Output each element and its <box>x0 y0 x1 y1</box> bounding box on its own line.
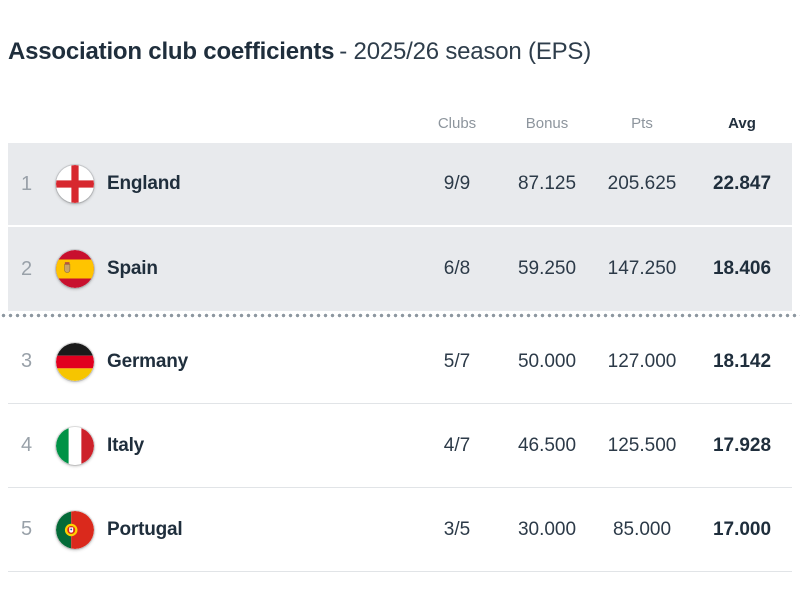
flag-germany-icon <box>56 342 94 381</box>
rank-cell: 3 <box>21 350 33 372</box>
pts-cell: 147.250 <box>607 258 677 279</box>
country-name: England <box>107 173 181 194</box>
avg-cell: 17.000 <box>712 518 772 540</box>
bonus-cell: 59.250 <box>517 258 577 279</box>
rank-cell: 2 <box>21 257 33 280</box>
clubs-cell: 3/5 <box>443 518 471 540</box>
column-header-clubs: Clubs <box>437 115 477 132</box>
pts-cell: 205.625 <box>607 173 677 194</box>
avg-cell: 22.847 <box>712 173 772 194</box>
page-title: Association club coefficients - 2025/26 s… <box>8 38 792 66</box>
column-header-pts: Pts <box>631 115 653 132</box>
country-name: Spain <box>107 258 158 279</box>
table-row: 1 England 9/9 87.125 205.625 22.847 <box>8 143 792 227</box>
flag-england-icon <box>56 165 94 203</box>
pts-cell: 127.000 <box>607 350 677 372</box>
qualification-divider <box>0 311 800 320</box>
pts-cell: 85.000 <box>612 518 672 540</box>
avg-cell: 18.406 <box>712 258 772 279</box>
column-header-bonus: Bonus <box>525 115 569 132</box>
flag-portugal-icon <box>56 510 94 549</box>
table-body: 1 England 9/9 87.125 205.625 22.847 2 Sp… <box>0 143 800 572</box>
country-name: Germany <box>107 350 188 372</box>
clubs-cell: 5/7 <box>443 350 471 372</box>
avg-cell: 18.142 <box>712 350 772 372</box>
country-name: Italy <box>107 434 145 456</box>
bonus-cell: 46.500 <box>517 434 577 456</box>
pts-cell: 125.500 <box>607 434 677 456</box>
bonus-cell: 87.125 <box>517 173 577 194</box>
bonus-cell: 30.000 <box>517 518 577 540</box>
avg-cell: 17.928 <box>712 434 772 456</box>
bonus-cell: 50.000 <box>517 350 577 372</box>
clubs-cell: 6/8 <box>443 258 471 279</box>
page-title-suffix: - 2025/26 season (EPS) <box>339 38 592 65</box>
table-header-row: Clubs Bonus Pts Avg <box>8 66 792 143</box>
table-row: 3 Germany 5/7 50.000 127.000 18.142 <box>8 320 792 404</box>
flag-spain-icon <box>56 250 94 288</box>
clubs-cell: 4/7 <box>443 434 471 456</box>
rank-cell: 5 <box>21 518 33 540</box>
clubs-cell: 9/9 <box>443 173 471 194</box>
page-title-main: Association club coefficients <box>8 38 335 65</box>
table-row: 4 Italy 4/7 46.500 125.500 17.928 <box>8 404 792 488</box>
table-row: 2 Spain 6/8 59.250 147.250 18.406 <box>8 227 792 311</box>
country-name: Portugal <box>107 518 183 540</box>
rank-cell: 1 <box>21 172 33 195</box>
column-header-avg: Avg <box>728 115 756 132</box>
flag-italy-icon <box>56 426 94 465</box>
table-row: 5 Portugal 3/5 30.000 85.000 17.000 <box>8 488 792 572</box>
coefficients-page: Association club coefficients - 2025/26 s… <box>0 38 800 572</box>
rank-cell: 4 <box>21 434 33 456</box>
